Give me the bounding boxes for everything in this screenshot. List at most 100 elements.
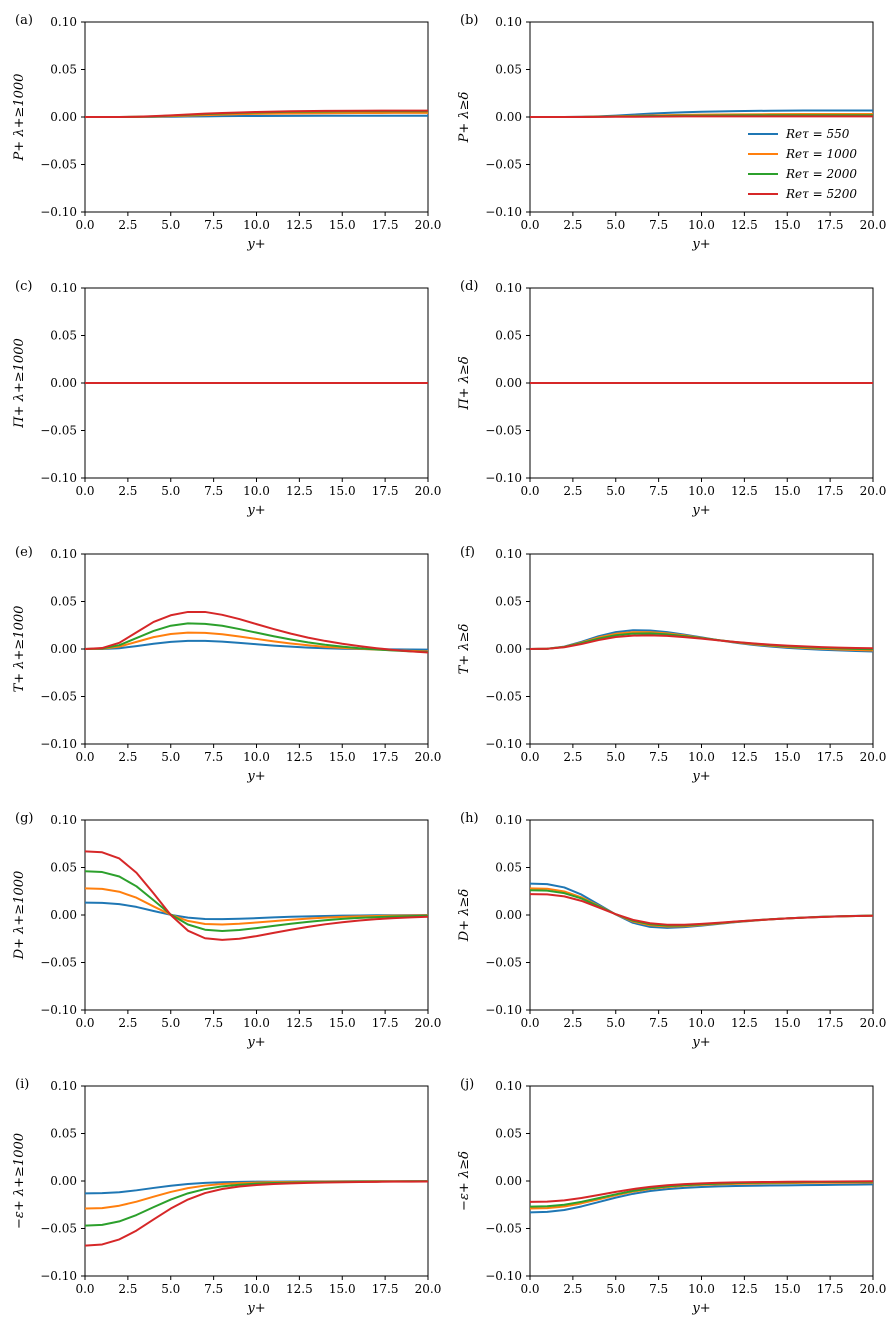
y-tick-label: −0.05 [40, 956, 77, 970]
y-tick-label: 0.05 [495, 63, 522, 77]
x-tick-label: 10.0 [688, 484, 715, 498]
x-tick-label: 0.0 [75, 218, 94, 232]
x-tick-label: 15.0 [329, 1282, 356, 1296]
y-tick-label: 0.05 [50, 63, 77, 77]
panel-e: (e) 0.0 2.5 5.0 7.5 10.0 12.5 15.0 17.5 20.0 0.10 0… [12, 545, 441, 784]
x-tick-label: 10.0 [688, 1016, 715, 1030]
y-tick-label: −0.10 [40, 205, 77, 219]
y-axis-label: D+ λ≥δ [457, 889, 472, 943]
x-tick-label: 15.0 [329, 218, 356, 232]
x-tick-label: 20.0 [415, 750, 442, 764]
x-tick-label: 17.5 [372, 1016, 399, 1030]
y-tick-label: 0.05 [495, 861, 522, 875]
x-tick-label: 15.0 [329, 750, 356, 764]
x-tick-label: 20.0 [415, 1282, 442, 1296]
x-tick-label: 17.5 [817, 1282, 844, 1296]
y-tick-label: 0.05 [495, 1127, 522, 1141]
y-tick-label: 0.10 [495, 15, 522, 29]
legend-label: Reτ = 2000 [785, 167, 857, 181]
x-tick-label: 2.5 [563, 750, 582, 764]
x-tick-label: 5.0 [161, 750, 180, 764]
x-tick-label: 0.0 [520, 484, 539, 498]
series-line-5200 [530, 1180, 873, 1203]
x-tick-label: 20.0 [415, 484, 442, 498]
series-line-550 [530, 882, 873, 929]
x-tick-label: 10.0 [688, 218, 715, 232]
x-axis-label: y+ [246, 1301, 265, 1316]
x-tick-label: 0.0 [75, 1282, 94, 1296]
y-tick-label: −0.05 [40, 690, 77, 704]
y-tick-label: 0.05 [50, 329, 77, 343]
y-axis-label: P+ λ+≥1000 [12, 74, 27, 162]
x-tick-label: 17.5 [372, 1282, 399, 1296]
y-axis-label: P+ λ≥δ [457, 91, 472, 143]
panel-d: (d) 0.0 2.5 5.0 7.5 10.0 12.5 15.0 17.5 20.0 0.10 0… [457, 279, 886, 518]
x-tick-label: 12.5 [286, 750, 313, 764]
x-tick-label: 2.5 [563, 1016, 582, 1030]
x-tick-label: 10.0 [243, 484, 270, 498]
y-tick-label: 0.05 [50, 861, 77, 875]
y-tick-label: 0.00 [495, 1174, 522, 1188]
x-tick-label: 2.5 [118, 750, 137, 764]
x-tick-label: 10.0 [243, 1016, 270, 1030]
x-tick-label: 7.5 [649, 1016, 668, 1030]
panel-tag: (a) [15, 13, 33, 28]
x-tick-label: 17.5 [817, 1016, 844, 1030]
x-tick-label: 5.0 [606, 750, 625, 764]
y-tick-label: −0.10 [485, 1269, 522, 1283]
y-tick-label: 0.10 [50, 547, 77, 561]
series-line-2000 [85, 622, 428, 654]
x-tick-label: 20.0 [860, 484, 887, 498]
x-tick-label: 5.0 [161, 1016, 180, 1030]
x-tick-label: 20.0 [860, 1016, 887, 1030]
x-tick-label: 12.5 [731, 1282, 758, 1296]
x-tick-label: 5.0 [606, 1016, 625, 1030]
x-tick-label: 20.0 [860, 1282, 887, 1296]
x-tick-label: 7.5 [649, 750, 668, 764]
x-axis-label: y+ [691, 1035, 710, 1050]
x-tick-label: 5.0 [606, 218, 625, 232]
x-axis-label: y+ [691, 237, 710, 252]
y-tick-label: 0.10 [50, 813, 77, 827]
x-tick-label: 10.0 [243, 1282, 270, 1296]
panel-j: (j) 0.0 2.5 5.0 7.5 10.0 12.5 15.0 17.5 20.0 0.10 0… [457, 1077, 886, 1316]
y-tick-label: 0.00 [495, 376, 522, 390]
y-tick-label: −0.10 [485, 737, 522, 751]
y-tick-label: 0.00 [495, 110, 522, 124]
x-tick-label: 15.0 [774, 1282, 801, 1296]
legend-label: Reτ = 1000 [785, 147, 857, 161]
axes-frame [529, 819, 874, 1011]
x-tick-label: 5.0 [606, 1282, 625, 1296]
x-tick-label: 0.0 [520, 1016, 539, 1030]
y-axis-label: −ε+ λ≥δ [457, 1151, 472, 1211]
y-tick-label: 0.10 [495, 547, 522, 561]
panel-h: (h) 0.0 2.5 5.0 7.5 10.0 12.5 15.0 17.5 20.0 0.10 0… [457, 811, 886, 1050]
x-tick-label: 2.5 [118, 1016, 137, 1030]
x-tick-label: 2.5 [118, 484, 137, 498]
y-tick-label: 0.10 [50, 1079, 77, 1093]
panel-tag: (j) [460, 1077, 474, 1092]
y-tick-label: 0.10 [50, 15, 77, 29]
y-tick-label: −0.05 [485, 690, 522, 704]
panel-tag: (h) [460, 811, 479, 826]
x-tick-label: 7.5 [649, 1282, 668, 1296]
series-line-1000 [85, 887, 428, 926]
x-tick-label: 15.0 [329, 484, 356, 498]
x-tick-label: 12.5 [286, 218, 313, 232]
x-tick-label: 0.0 [520, 750, 539, 764]
series-line-5200 [85, 109, 428, 118]
x-tick-label: 12.5 [286, 1016, 313, 1030]
legend: Reτ = 550 Reτ = 1000 Reτ = 2000 Reτ = 5200 [748, 127, 857, 201]
panel-b: (b) 0.0 2.5 5.0 7.5 10.0 12.5 15.0 17.5 20.0 0.10 0… [457, 13, 886, 252]
y-tick-label: −0.10 [40, 737, 77, 751]
x-tick-label: 20.0 [415, 218, 442, 232]
series-line-5200 [530, 115, 873, 118]
y-tick-label: −0.05 [485, 424, 522, 438]
panel-a: (a) 0.0 2.5 5.0 7.5 10.0 12.5 15.0 17.5 20.0 0.10 0… [12, 13, 441, 252]
series-line-5200 [85, 1180, 428, 1247]
x-tick-label: 10.0 [243, 750, 270, 764]
legend-label: Reτ = 550 [785, 127, 850, 141]
y-tick-label: 0.10 [495, 1079, 522, 1093]
y-axis-label: D+ λ+≥1000 [12, 871, 27, 961]
